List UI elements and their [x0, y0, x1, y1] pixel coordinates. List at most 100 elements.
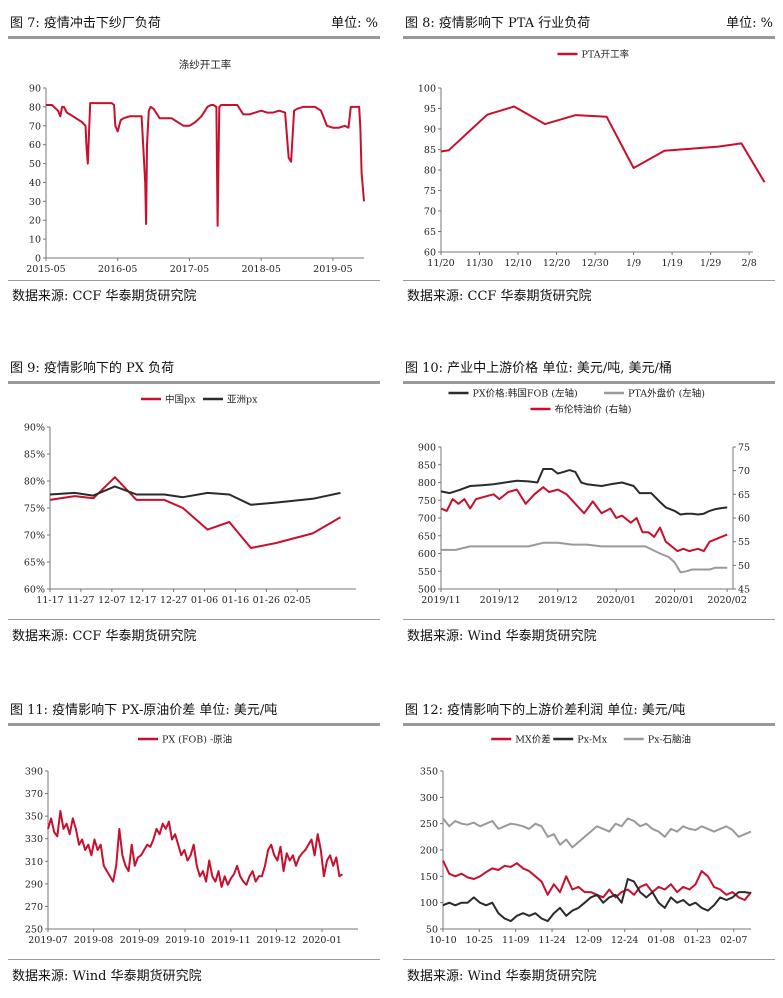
x-tick-label: 01-26 — [253, 595, 280, 606]
x-tick-label: 2/8 — [741, 258, 756, 269]
figure-title: 图 11: 疫情影响下 PX-原油价差 单位: 美元/吨 — [10, 703, 278, 718]
legend-label: MX价差 — [515, 734, 551, 746]
source-note: 数据来源: Wind 华泰期货研究院 — [407, 969, 597, 984]
x-tick-label: 2017-05 — [170, 264, 209, 275]
header-rule — [8, 723, 380, 726]
series-line-0 — [47, 810, 344, 888]
x-tick-label: 11-27 — [67, 595, 94, 606]
source-note: 数据来源: CCF 华泰期货研究院 — [12, 629, 197, 644]
x-tick-label: 12-09 — [575, 935, 602, 946]
series-line-0 — [440, 468, 728, 516]
chart-fig11: 250 270 290 310 330 350 370 390 2019-07 2019-08 20… — [25, 734, 358, 946]
x-tick-label: 12-17 — [129, 595, 156, 606]
y-tick-label: 85% — [24, 450, 45, 461]
y-tick-label: 350 — [25, 812, 43, 823]
x-tick-label: 01-08 — [647, 935, 674, 946]
y-tick-label: 250 — [420, 819, 438, 830]
y-tick-label: 850 — [418, 460, 436, 471]
x-tick-label: 02-05 — [284, 595, 311, 606]
x-tick-label: 02-07 — [720, 935, 747, 946]
y-tick-label: 300 — [420, 793, 438, 804]
y-right-tick-label: 55 — [738, 537, 750, 548]
y-tick-label: 250 — [25, 925, 43, 936]
x-tick-label: 2019/11 — [421, 595, 460, 606]
figure-title: 图 10: 产业中上游价格 单位: 美元/吨, 美元/桶 — [405, 361, 672, 376]
y-tick-label: 0 — [35, 254, 41, 265]
x-tick-label: 1/29 — [700, 258, 721, 269]
chart-fig12: 50 100 150 200 250 300 350 10-10 10-25 11-09 11-24… — [420, 734, 752, 946]
y-tick-label: 90 — [29, 84, 41, 95]
x-tick-label: 2019-12 — [257, 935, 296, 946]
footer-rule — [8, 280, 380, 281]
x-tick-label: 12-24 — [611, 935, 638, 946]
y-tick-label: 350 — [420, 767, 438, 778]
series-line-1 — [442, 878, 752, 923]
source-note: 数据来源: Wind 华泰期货研究院 — [407, 629, 597, 644]
x-tick-label: 2019-09 — [120, 935, 159, 946]
y-tick-label: 80 — [29, 102, 41, 113]
y-tick-label: 50 — [426, 925, 438, 936]
y-tick-label: 290 — [25, 879, 43, 890]
figure-unit: 单位: % — [331, 16, 378, 31]
panel-header: 图 9: 疫情影响下的 PX 负荷 — [8, 353, 380, 376]
x-tick-label: 2018-05 — [241, 264, 280, 275]
y-tick-label: 75 — [424, 186, 436, 197]
x-tick-label: 01-16 — [222, 595, 249, 606]
y-tick-label: 65% — [24, 558, 45, 569]
header-rule — [403, 723, 775, 726]
series-line-2 — [440, 486, 728, 553]
y-tick-label: 100 — [420, 898, 438, 909]
y-tick-label: 80 — [424, 166, 436, 177]
y-tick-label: 500 — [418, 585, 436, 596]
legend-label: PTA开工率 — [582, 49, 630, 61]
x-tick-label: 2019/12 — [538, 595, 577, 606]
y-tick-label: 70 — [424, 207, 436, 218]
source-note: 数据来源: Wind 华泰期货研究院 — [12, 969, 202, 984]
y-tick-label: 70% — [24, 531, 45, 542]
y-tick-label: 800 — [418, 478, 436, 489]
source-note: 数据来源: CCF 华泰期货研究院 — [407, 289, 592, 304]
x-tick-label: 2020/01 — [655, 595, 694, 606]
x-tick-label: 01-06 — [191, 595, 218, 606]
x-tick-label: 2019/12 — [480, 595, 519, 606]
y-tick-label: 370 — [25, 789, 43, 800]
y-tick-label: 60% — [24, 585, 45, 596]
x-tick-label: 12-27 — [160, 595, 187, 606]
panel-header: 图 7: 疫情冲击下纱厂负荷 单位: % — [8, 8, 380, 31]
legend-label: 亚洲px — [227, 395, 258, 406]
legend-label: PX价格:韩国FOB (左轴) — [473, 388, 578, 400]
y-tick-label: 75% — [24, 504, 45, 515]
x-tick-label: 11-24 — [538, 935, 565, 946]
y-tick-label: 650 — [418, 531, 436, 542]
figure-title: 图 7: 疫情冲击下纱厂负荷 — [10, 16, 161, 31]
chart-title: 涤纱开工率 — [179, 58, 232, 71]
y-right-tick-label: 60 — [738, 514, 750, 525]
x-tick-label: 12/30 — [581, 258, 608, 269]
y-tick-label: 80% — [24, 477, 45, 488]
legend-label: 布伦特油价 (右轴) — [555, 404, 632, 416]
header-rule — [8, 36, 380, 39]
y-tick-label: 100 — [418, 84, 436, 95]
y-tick-label: 70 — [29, 121, 41, 132]
x-tick-label: 1/9 — [626, 258, 641, 269]
figure-title: 图 12: 疫情影响下的上游价差利润 单位: 美元/吨 — [405, 703, 686, 718]
footer-rule — [8, 959, 380, 960]
y-tick-label: 50 — [29, 159, 41, 170]
legend-label: Px-Mx — [577, 735, 608, 746]
y-tick-label: 20 — [29, 216, 41, 227]
y-tick-label: 30 — [29, 197, 41, 208]
series-line-0 — [49, 476, 342, 549]
footer-rule — [8, 619, 380, 620]
x-tick-label: 2019-08 — [74, 935, 113, 946]
y-tick-label: 550 — [418, 567, 436, 578]
y-tick-label: 60 — [29, 140, 41, 151]
header-rule — [8, 381, 380, 384]
chart-fig9: 60% 65% 70% 75% 80% 85% 90% 11-17 11-27 12-07 12-1… — [24, 394, 356, 606]
y-tick-label: 750 — [418, 496, 436, 507]
x-tick-label: 2019-05 — [313, 264, 352, 275]
figure-title: 图 8: 疫情影响下 PTA 行业负荷 — [405, 16, 591, 31]
x-tick-label: 11-09 — [502, 935, 529, 946]
figure-title: 图 9: 疫情影响下的 PX 负荷 — [10, 361, 175, 376]
chart-fig8: 60 65 70 75 80 85 90 95 100 11/20 11/30 12/10 12/20 1… — [418, 49, 766, 269]
legend-label: 中国px — [165, 394, 196, 406]
